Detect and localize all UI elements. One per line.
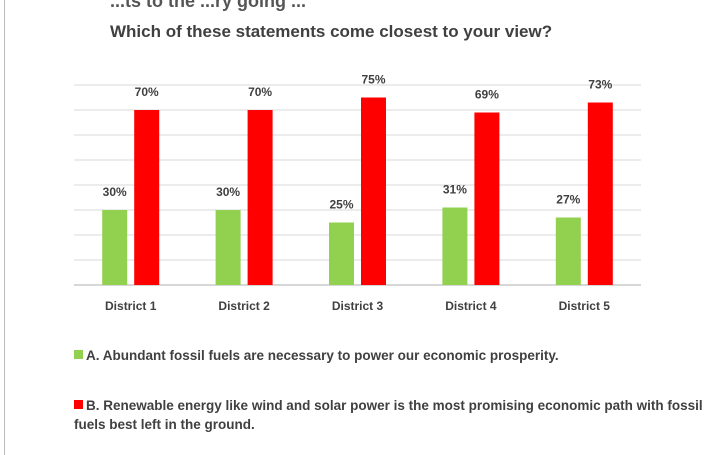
bar-chart: 30% 70% District 1 30% 70% District 2 25% 75% Di… [74,73,641,313]
x-tick-label: District 2 [218,299,270,313]
bar-a-3 [329,222,354,285]
chart-question-title: Which of these statements come closest t… [110,22,553,41]
data-label-b-5: 73% [588,78,612,92]
data-label-a-4: 31% [443,183,467,197]
bar-b-4 [474,112,500,285]
cut-off-heading: ...ts to the ...ry going ... [110,0,307,11]
x-tick-label: District 1 [105,299,157,313]
legend-swatch-b-icon [74,400,83,409]
left-border-rule [4,0,5,455]
legend-item-a: A. Abundant fossil fuels are necessary t… [74,346,704,365]
data-label-a-3: 25% [329,198,353,212]
bar-a-1 [102,210,128,285]
legend-text-b: B. Renewable energy like wind and solar … [74,398,703,432]
data-label-b-1: 70% [135,85,159,99]
bar-b-1 [134,110,160,285]
x-tick-label: District 3 [332,299,384,313]
bar-b-3 [361,97,386,285]
data-label-a-5: 27% [556,193,580,207]
x-tick-label: District 4 [445,299,497,313]
bar-a-2 [215,210,241,285]
bar-b-2 [247,110,273,285]
bar-a-5 [555,217,581,285]
data-label-a-2: 30% [216,185,240,199]
data-label-b-4: 69% [475,88,499,102]
data-label-b-2: 70% [248,85,272,99]
data-label-b-3: 75% [361,73,385,87]
legend-swatch-a-icon [74,350,83,359]
bar-b-5 [587,102,613,285]
bar-a-4 [442,207,468,285]
legend-text-a: A. Abundant fossil fuels are necessary t… [86,348,559,363]
x-tick-label: District 5 [559,299,611,313]
data-label-a-1: 30% [103,185,127,199]
legend-item-b: B. Renewable energy like wind and solar … [74,396,704,434]
